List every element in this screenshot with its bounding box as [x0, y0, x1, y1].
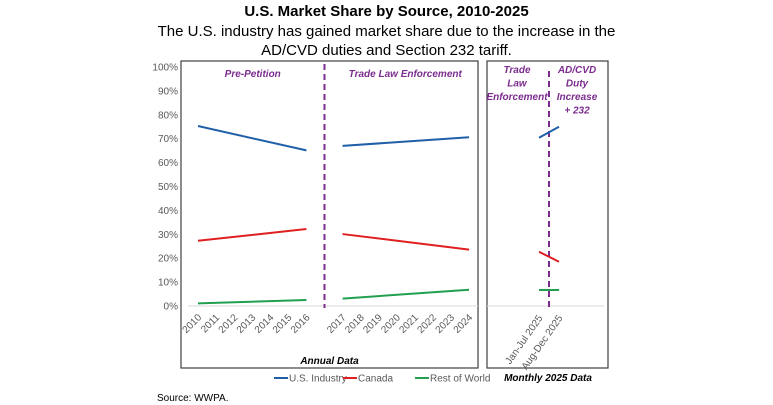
- subtitle-line-1: The U.S. industry has gained market shar…: [157, 23, 616, 40]
- legend-label-rest-of-world: Rest of World: [430, 374, 490, 385]
- x-tick-label: 2012: [217, 312, 241, 336]
- y-tick-label: 50%: [158, 182, 178, 193]
- y-tick-label: 30%: [158, 230, 178, 241]
- monthly-period-label-left: Enforcement: [486, 92, 548, 103]
- monthly-series-line-canada: [538, 250, 560, 263]
- x-tick-label: 2020: [379, 312, 403, 336]
- y-tick-label: 90%: [158, 86, 178, 97]
- x-tick-label: 2014: [253, 312, 277, 336]
- x-axis-title-monthly: Monthly 2025 Data: [504, 373, 592, 384]
- monthly-period-label-right: + 232: [564, 106, 590, 117]
- legend-label-canada: Canada: [358, 374, 393, 385]
- chart-title: U.S. Market Share by Source, 2010-2025: [244, 3, 529, 20]
- monthly-period-label-right: Duty: [566, 79, 589, 90]
- legend-label-u-s-industry: U.S. Industry: [289, 374, 347, 385]
- chart-subtitle: The U.S. industry has gained market shar…: [0, 22, 773, 60]
- x-tick-label: 2015: [271, 312, 295, 336]
- monthly-period-label-left: Trade: [503, 65, 530, 76]
- x-tick-label: 2016: [289, 312, 313, 336]
- y-tick-label: 70%: [158, 134, 178, 145]
- x-tick-label: 2018: [343, 312, 367, 336]
- series-line-canada-segment-1: [197, 228, 307, 242]
- x-tick-label: 2023: [434, 312, 458, 336]
- x-tick-label: 2017: [325, 312, 349, 336]
- x-tick-label: 2021: [397, 312, 421, 336]
- x-tick-label: 2022: [416, 312, 440, 336]
- monthly-period-label-left: Law: [507, 79, 528, 90]
- x-tick-label: 2019: [361, 312, 385, 336]
- period-label-trade-law-enforcement: Trade Law Enforcement: [349, 69, 463, 80]
- x-tick-label: 2011: [199, 312, 222, 335]
- x-axis-title-annual: Annual Data: [299, 356, 359, 367]
- y-tick-label: 10%: [158, 278, 178, 289]
- y-tick-label: 80%: [158, 110, 178, 121]
- x-tick-label: 2010: [181, 312, 205, 336]
- series-line-u-s-industry-segment-1: [197, 125, 307, 152]
- y-tick-label: 100%: [152, 63, 178, 74]
- y-tick-label: 40%: [158, 206, 178, 217]
- series-line-rest-of-world-segment-1: [197, 299, 307, 305]
- y-tick-label: 60%: [158, 158, 178, 169]
- subtitle-line-2: AD/CVD duties and Section 232 tariff.: [261, 42, 512, 59]
- series-line-rest-of-world-segment-2: [342, 288, 470, 300]
- series-line-canada-segment-2: [342, 233, 470, 251]
- source-note: Source: WWPA.: [157, 393, 229, 404]
- x-tick-label: 2013: [235, 312, 259, 336]
- series-line-u-s-industry-segment-2: [342, 136, 470, 147]
- y-tick-label: 20%: [158, 254, 178, 265]
- period-label-pre-petition: Pre-Petition: [225, 69, 281, 80]
- monthly-series-line-u-s-industry: [538, 125, 560, 139]
- x-tick-label: 2024: [452, 312, 476, 336]
- monthly-period-label-right: AD/CVD: [557, 65, 596, 76]
- monthly-panel-frame: [486, 60, 609, 369]
- annual-panel-frame: [180, 60, 479, 369]
- monthly-period-label-right: Increase: [557, 92, 598, 103]
- y-tick-label: 0%: [164, 302, 179, 313]
